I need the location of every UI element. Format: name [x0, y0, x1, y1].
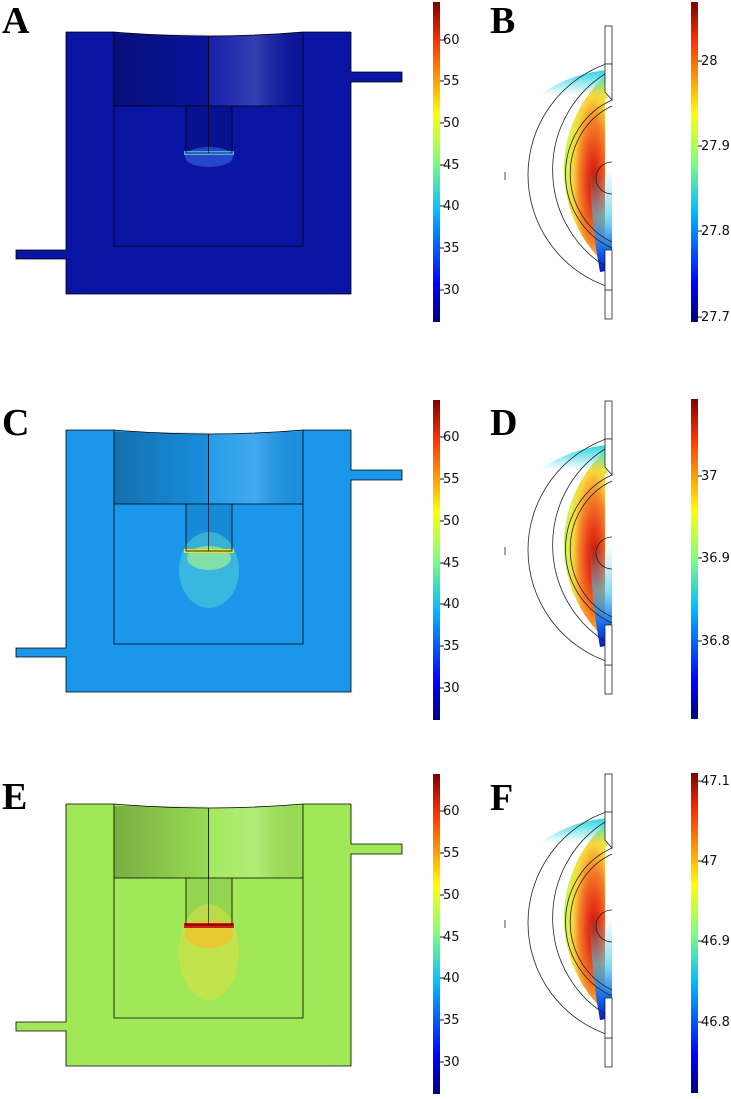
- hemisphere-cool-top: [540, 70, 612, 95]
- tick-label: 47.1: [701, 774, 730, 789]
- cup-shading-left: [114, 432, 209, 504]
- panel-letter-e: E: [2, 776, 27, 818]
- tick-label: 36.9: [701, 551, 730, 566]
- colorbar-f-ticks: 46.8 46.9 47 47.1: [698, 774, 730, 1030]
- tick-label: 37: [701, 469, 718, 484]
- panel-f-hemisphere: F: [490, 773, 613, 1068]
- colorbar-b-gradient: [691, 2, 698, 322]
- tick-label: 50: [443, 514, 460, 529]
- colorbar-d-ticks: 36.8 36.9 37: [698, 469, 730, 649]
- cup-shading-right: [208, 806, 303, 878]
- colorbar-c: 30 35 40 45 50 55 60: [433, 400, 460, 720]
- tick-label: 27.9: [701, 139, 730, 154]
- tick-label: 60: [443, 33, 460, 48]
- panel-e-cross-section: E: [2, 776, 403, 1067]
- colorbar-a-gradient: [433, 2, 440, 322]
- electrode-shaft: [186, 106, 232, 153]
- panel-a-cross-section: A: [2, 0, 403, 295]
- electrode-shaft: [186, 504, 232, 551]
- tick-label: 55: [443, 472, 460, 487]
- heat-plume: [179, 904, 239, 1000]
- tick-label: 40: [443, 597, 460, 612]
- panel-letter-c: C: [2, 402, 29, 444]
- tick-label: 35: [443, 241, 460, 256]
- electrode-shaft: [186, 878, 232, 925]
- hemisphere-cool-top: [540, 818, 612, 843]
- panel-letter-d: D: [490, 402, 517, 444]
- panel-letter-b: B: [490, 0, 515, 42]
- tick-label: 45: [443, 930, 460, 945]
- tick-label: 40: [443, 199, 460, 214]
- colorbar-f: 46.8 46.9 47 47.1: [691, 773, 730, 1093]
- row-1: A 30 35 40 45 50 55 60: [2, 0, 730, 325]
- tick-label: 46.9: [701, 934, 730, 949]
- colorbar-c-gradient: [433, 400, 440, 720]
- hemisphere-cool-right: [590, 170, 612, 272]
- tick-label: 30: [443, 681, 460, 696]
- tick-label: 28: [701, 54, 718, 69]
- colorbar-d: 36.8 36.9 37: [691, 399, 730, 719]
- cup-shading-right: [208, 432, 303, 504]
- tick-label: 55: [443, 846, 460, 861]
- colorbar-d-gradient: [691, 399, 698, 719]
- tick-label: 45: [443, 556, 460, 571]
- tick-label: 46.8: [701, 1015, 730, 1030]
- colorbar-c-ticks: 30 35 40 45 50 55 60: [440, 430, 460, 696]
- cup-shading-left: [114, 34, 209, 106]
- panel-c-cross-section: C: [2, 402, 403, 693]
- colorbar-b: 27.7 27.8 27.9 28: [691, 2, 730, 325]
- colorbar-b-ticks: 27.7 27.8 27.9 28: [698, 54, 730, 325]
- tick-label: 60: [443, 430, 460, 445]
- colorbar-a-ticks: 30 35 40 45 50 55 60: [440, 33, 460, 298]
- tick-label: 55: [443, 74, 460, 89]
- tick-label: 50: [443, 116, 460, 131]
- heat-plume: [185, 147, 233, 167]
- row-3: E 30 35 40 45 50 55 60: [2, 773, 730, 1094]
- electrode-tip-hotspot: [184, 923, 234, 928]
- panel-letter-a: A: [2, 0, 30, 42]
- tick-label: 27.7: [701, 310, 730, 325]
- tick-label: 60: [443, 804, 460, 819]
- tick-label: 30: [443, 283, 460, 298]
- colorbar-a: 30 35 40 45 50 55 60: [433, 2, 460, 322]
- tick-label: 35: [443, 639, 460, 654]
- hemisphere-cool-top: [540, 445, 612, 470]
- colorbar-e-gradient: [433, 774, 440, 1094]
- colorbar-e: 30 35 40 45 50 55 60: [433, 774, 460, 1094]
- tick-label: 47: [701, 854, 718, 869]
- tick-label: 50: [443, 888, 460, 903]
- hemisphere-cool-right: [590, 918, 612, 1020]
- panel-b-hemisphere: B: [490, 0, 613, 320]
- tick-label: 36.8: [701, 634, 730, 649]
- hemisphere-cool-right: [590, 545, 612, 647]
- tick-label: 45: [443, 158, 460, 173]
- row-2: C 30 35 40 45 50 55 60: [2, 399, 730, 720]
- tick-label: 35: [443, 1013, 460, 1028]
- tick-label: 27.8: [701, 224, 730, 239]
- cup-shading-left: [114, 806, 209, 878]
- colorbar-e-ticks: 30 35 40 45 50 55 60: [440, 804, 460, 1070]
- colorbar-f-gradient: [691, 773, 698, 1093]
- panel-letter-f: F: [490, 777, 513, 819]
- panel-d-hemisphere: D: [490, 400, 613, 695]
- tick-label: 30: [443, 1055, 460, 1070]
- tick-label: 40: [443, 971, 460, 986]
- cup-shading-right: [208, 34, 303, 106]
